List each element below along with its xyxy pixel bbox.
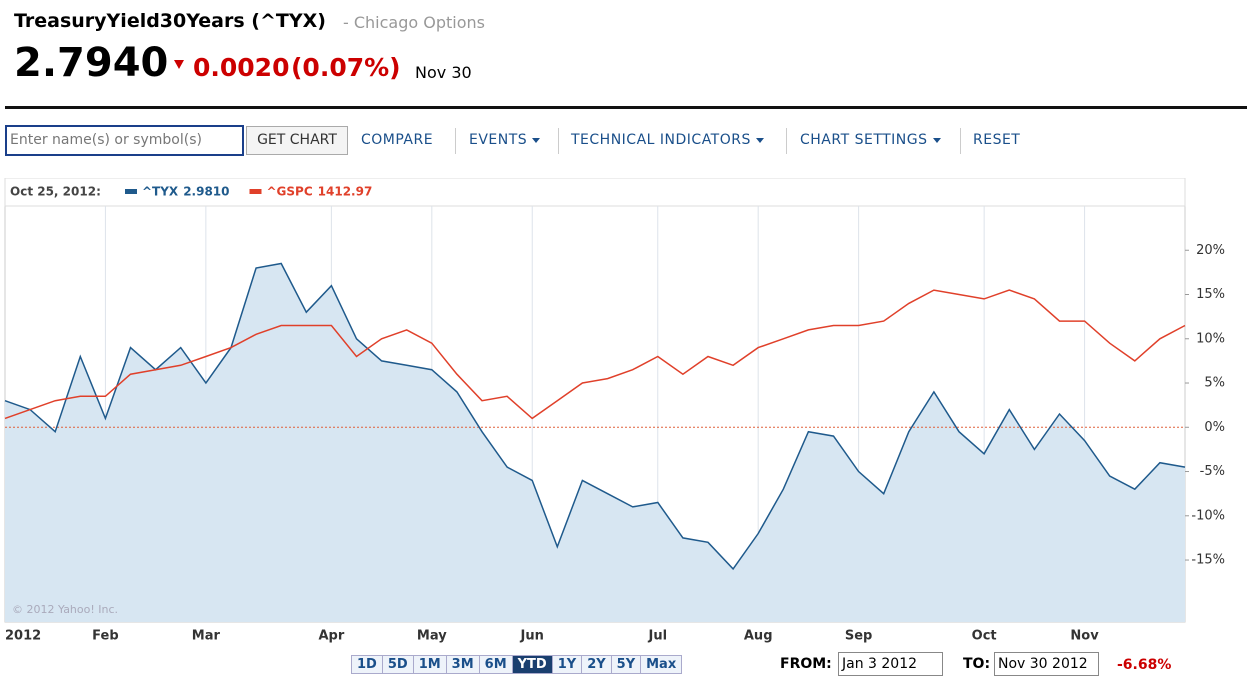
period-change: -6.68% <box>1117 657 1172 673</box>
legend-name: ^GSPC <box>267 185 313 199</box>
x-tick-label: Aug <box>744 629 773 644</box>
x-tick-label: Jun <box>520 629 544 644</box>
divider <box>5 106 1247 109</box>
events-label[interactable]: EVENTS <box>469 132 528 148</box>
indicators-label[interactable]: TECHNICAL INDICATORS <box>571 132 751 148</box>
to-label: TO: <box>963 656 991 672</box>
get-chart-button[interactable]: GET CHART <box>246 126 348 155</box>
range-button[interactable]: Max <box>640 655 683 674</box>
y-tick-label: -10% <box>1191 508 1225 523</box>
legend-value: 2.9810 <box>183 185 229 199</box>
date: Nov 30 <box>415 63 472 82</box>
range-button[interactable]: 3M <box>445 655 480 674</box>
area <box>5 263 1185 622</box>
range-button[interactable]: YTD <box>511 655 553 674</box>
x-tick-label: Nov <box>1070 629 1099 644</box>
chart: Oct 25, 2012: 2012 Feb Mar Apr May Jun Jul Aug S… <box>4 178 1225 644</box>
range-button[interactable]: 1Y <box>551 655 583 674</box>
source: - Chicago Options <box>343 13 485 32</box>
dropdown-icon <box>932 137 941 143</box>
down-arrow <box>174 60 184 69</box>
price: 2.7940 <box>14 40 169 86</box>
separator <box>786 128 787 154</box>
title: TreasuryYield30Years (^TYX) <box>14 10 326 32</box>
x-tick-label: Jul <box>647 629 667 644</box>
range-button[interactable]: 6M <box>478 655 513 674</box>
x-tick-label: Apr <box>318 629 344 644</box>
separator <box>960 128 961 154</box>
x-tick-label: Mar <box>192 629 221 644</box>
technical-indicators[interactable]: TECHNICAL INDICATORS <box>571 132 764 148</box>
range-button[interactable]: 1M <box>412 655 447 674</box>
legend-value: 1412.97 <box>318 185 373 199</box>
y-tick-label: 10% <box>1196 331 1225 346</box>
dropdown-icon <box>532 137 541 143</box>
change-pct: (0.07%) <box>291 53 401 82</box>
x-tick-label: Oct <box>972 629 997 644</box>
compare[interactable]: COMPARE <box>361 132 434 148</box>
change: 0.0020 <box>193 53 290 82</box>
range-button[interactable]: 5D <box>381 655 414 674</box>
y-tick-label: -5% <box>1200 464 1225 479</box>
y-tick-label: 0% <box>1204 420 1225 435</box>
chart-settings[interactable]: CHART SETTINGS <box>800 132 941 148</box>
range-button[interactable]: 5Y <box>610 655 642 674</box>
y-tick-label: 20% <box>1196 243 1225 258</box>
x-tick-label: 2012 <box>5 629 41 644</box>
x-tick-label: May <box>417 629 447 644</box>
dropdown-icon <box>755 137 764 143</box>
settings-label[interactable]: CHART SETTINGS <box>800 132 928 148</box>
range-buttons: 1D 5D 1M 3M 6M YTD 1Y 2Y 5Y Max <box>351 653 683 674</box>
reset[interactable]: RESET <box>973 132 1021 148</box>
y-tick-label: -15% <box>1191 553 1225 568</box>
from-label: FROM: <box>780 656 832 672</box>
copyright: © 2012 Yahoo! Inc. <box>12 603 118 616</box>
to-input[interactable]: Nov 30 2012 <box>994 652 1099 676</box>
line <box>4 289 1186 420</box>
line <box>4 262 1186 571</box>
separator <box>558 128 559 154</box>
legend-bar <box>4 178 1186 207</box>
from-input[interactable]: Jan 3 2012 <box>838 652 943 676</box>
x-tick-label: Sep <box>845 629 873 644</box>
x-tick-label: Feb <box>92 629 118 644</box>
y-tick-label: 15% <box>1196 287 1225 302</box>
symbol-input[interactable]: Enter name(s) or symbol(s) <box>5 125 244 156</box>
range-button[interactable]: 2Y <box>581 655 612 674</box>
y-tick-label: 5% <box>1204 376 1225 391</box>
legend-swatch <box>125 189 137 194</box>
separator <box>455 128 456 154</box>
events[interactable]: EVENTS <box>469 132 541 148</box>
legend-name: ^TYX <box>142 185 179 199</box>
range-button[interactable]: 1D <box>351 655 383 674</box>
legend-swatch <box>249 189 262 194</box>
legend-date: Oct 25, 2012: <box>10 185 101 199</box>
